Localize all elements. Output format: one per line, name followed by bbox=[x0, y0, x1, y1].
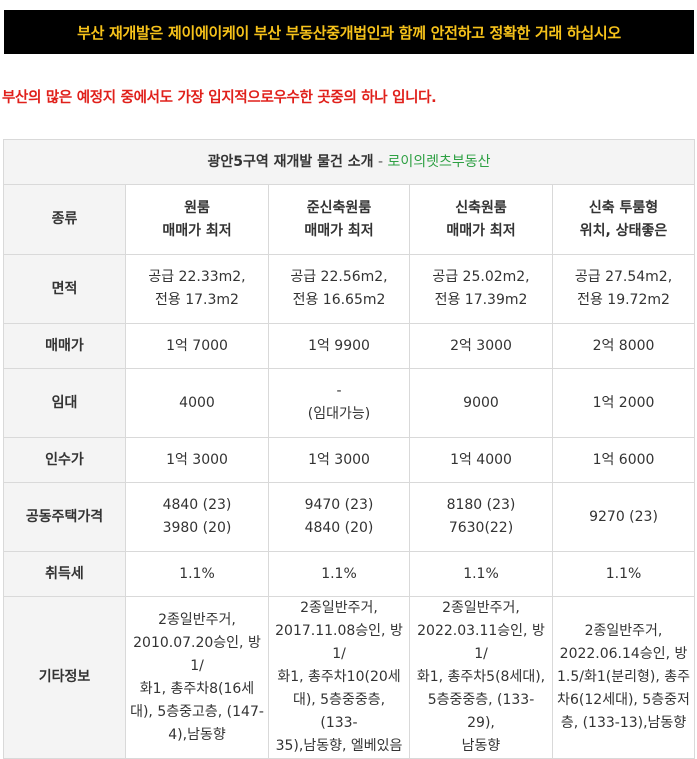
row-lease: 임대 4000 - (임대가능) 9000 1억 2000 bbox=[3, 368, 696, 438]
official-price-cell: 9270 (23) bbox=[551, 482, 696, 552]
row-official-price: 공동주택가격 4840 (23) 3980 (20) 9470 (23) 4840 … bbox=[3, 482, 696, 552]
row-price: 매매가 1억 7000 1억 9900 2억 3000 2억 8000 bbox=[3, 323, 696, 369]
caption-office: 로이의렛츠부동산 bbox=[387, 153, 491, 170]
row-label-official-price: 공동주택가격 bbox=[3, 482, 126, 552]
type-cell: 원룸 매매가 최저 bbox=[125, 184, 269, 255]
official-price-cell: 4840 (23) 3980 (20) bbox=[125, 482, 269, 552]
area-cell: 공급 27.54m2, 전용 19.72m2 bbox=[551, 254, 696, 324]
row-label-tax: 취득세 bbox=[3, 551, 126, 597]
lease-cell: - (임대가능) bbox=[268, 368, 410, 438]
official-price-cell: 8180 (23) 7630(22) bbox=[409, 482, 553, 552]
lease-cell: 4000 bbox=[125, 368, 269, 438]
table-caption: 광안5구역 재개발 물건 소개 - 로이의렛츠부동산 bbox=[2, 139, 696, 185]
banner-text: 부산 재개발은 제이에이케이 부산 부동산중개법인과 함께 안전하고 정확한 거… bbox=[77, 23, 621, 42]
row-label-etc: 기타정보 bbox=[3, 596, 126, 759]
lease-cell: 1억 2000 bbox=[551, 368, 696, 438]
intro-text: 부산의 많은 예정지 중에서도 가장 입지적으로우수한 곳중의 하나 입니다. bbox=[2, 90, 437, 106]
caption-separator: - bbox=[373, 153, 388, 170]
row-area: 면적 공급 22.33m2, 전용 17.3m2 공급 22.56m2, 전용 16… bbox=[3, 254, 696, 324]
takeover-cell: 1억 4000 bbox=[409, 437, 553, 483]
row-etc: 기타정보 2종일반주거, 2010.07.20승인, 방1/화1, 총주차8(16… bbox=[3, 596, 696, 759]
official-price-cell: 9470 (23) 4840 (20) bbox=[268, 482, 410, 552]
property-table: 광안5구역 재개발 물건 소개 - 로이의렛츠부동산 종류 원룸 매매가 최저 준… bbox=[2, 139, 696, 759]
tax-cell: 1.1% bbox=[551, 551, 696, 597]
row-tax: 취득세 1.1% 1.1% 1.1% 1.1% bbox=[3, 551, 696, 597]
type-cell: 준신축원룸 매매가 최저 bbox=[268, 184, 410, 255]
row-type: 종류 원룸 매매가 최저 준신축원룸 매매가 최저 신축원룸 매매가 최저 신축 투룸… bbox=[3, 184, 696, 255]
type-cell: 신축원룸 매매가 최저 bbox=[409, 184, 553, 255]
price-cell: 2억 3000 bbox=[409, 323, 553, 369]
area-cell: 공급 22.33m2, 전용 17.3m2 bbox=[125, 254, 269, 324]
caption-row: 광안5구역 재개발 물건 소개 - 로이의렛츠부동산 bbox=[2, 139, 696, 185]
type-cell: 신축 투룸형 위치, 상태좋은 bbox=[551, 184, 696, 255]
tax-cell: 1.1% bbox=[125, 551, 269, 597]
row-label-area: 면적 bbox=[3, 254, 126, 324]
area-cell: 공급 22.56m2, 전용 16.65m2 bbox=[268, 254, 410, 324]
takeover-cell: 1억 6000 bbox=[551, 437, 696, 483]
price-cell: 1억 9900 bbox=[268, 323, 410, 369]
row-label-type: 종류 bbox=[3, 184, 126, 255]
takeover-cell: 1억 3000 bbox=[125, 437, 269, 483]
price-cell: 2억 8000 bbox=[551, 323, 696, 369]
area-cell: 공급 25.02m2, 전용 17.39m2 bbox=[409, 254, 553, 324]
caption-title: 광안5구역 재개발 물건 소개 bbox=[207, 153, 374, 170]
etc-cell: 2종일반주거, 2017.11.08승인, 방1/화1, 총주차10(20세 대),… bbox=[268, 596, 410, 759]
row-takeover: 인수가 1억 3000 1억 3000 1억 4000 1억 6000 bbox=[3, 437, 696, 483]
etc-cell: 2종일반주거, 2022.06.14승인, 방 1.5/화1(분리형), 총주 차6(… bbox=[551, 596, 696, 759]
top-banner: 부산 재개발은 제이에이케이 부산 부동산중개법인과 함께 안전하고 정확한 거… bbox=[4, 10, 694, 54]
lease-cell: 9000 bbox=[409, 368, 553, 438]
price-cell: 1억 7000 bbox=[125, 323, 269, 369]
row-label-price: 매매가 bbox=[3, 323, 126, 369]
takeover-cell: 1억 3000 bbox=[268, 437, 410, 483]
etc-cell: 2종일반주거, 2022.03.11승인, 방1/화1, 총주차5(8세대), 5층… bbox=[409, 596, 553, 759]
etc-cell: 2종일반주거, 2010.07.20승인, 방1/화1, 총주차8(16세 대), … bbox=[125, 596, 269, 759]
tax-cell: 1.1% bbox=[409, 551, 553, 597]
row-label-lease: 임대 bbox=[3, 368, 126, 438]
row-label-takeover: 인수가 bbox=[3, 437, 126, 483]
tax-cell: 1.1% bbox=[268, 551, 410, 597]
